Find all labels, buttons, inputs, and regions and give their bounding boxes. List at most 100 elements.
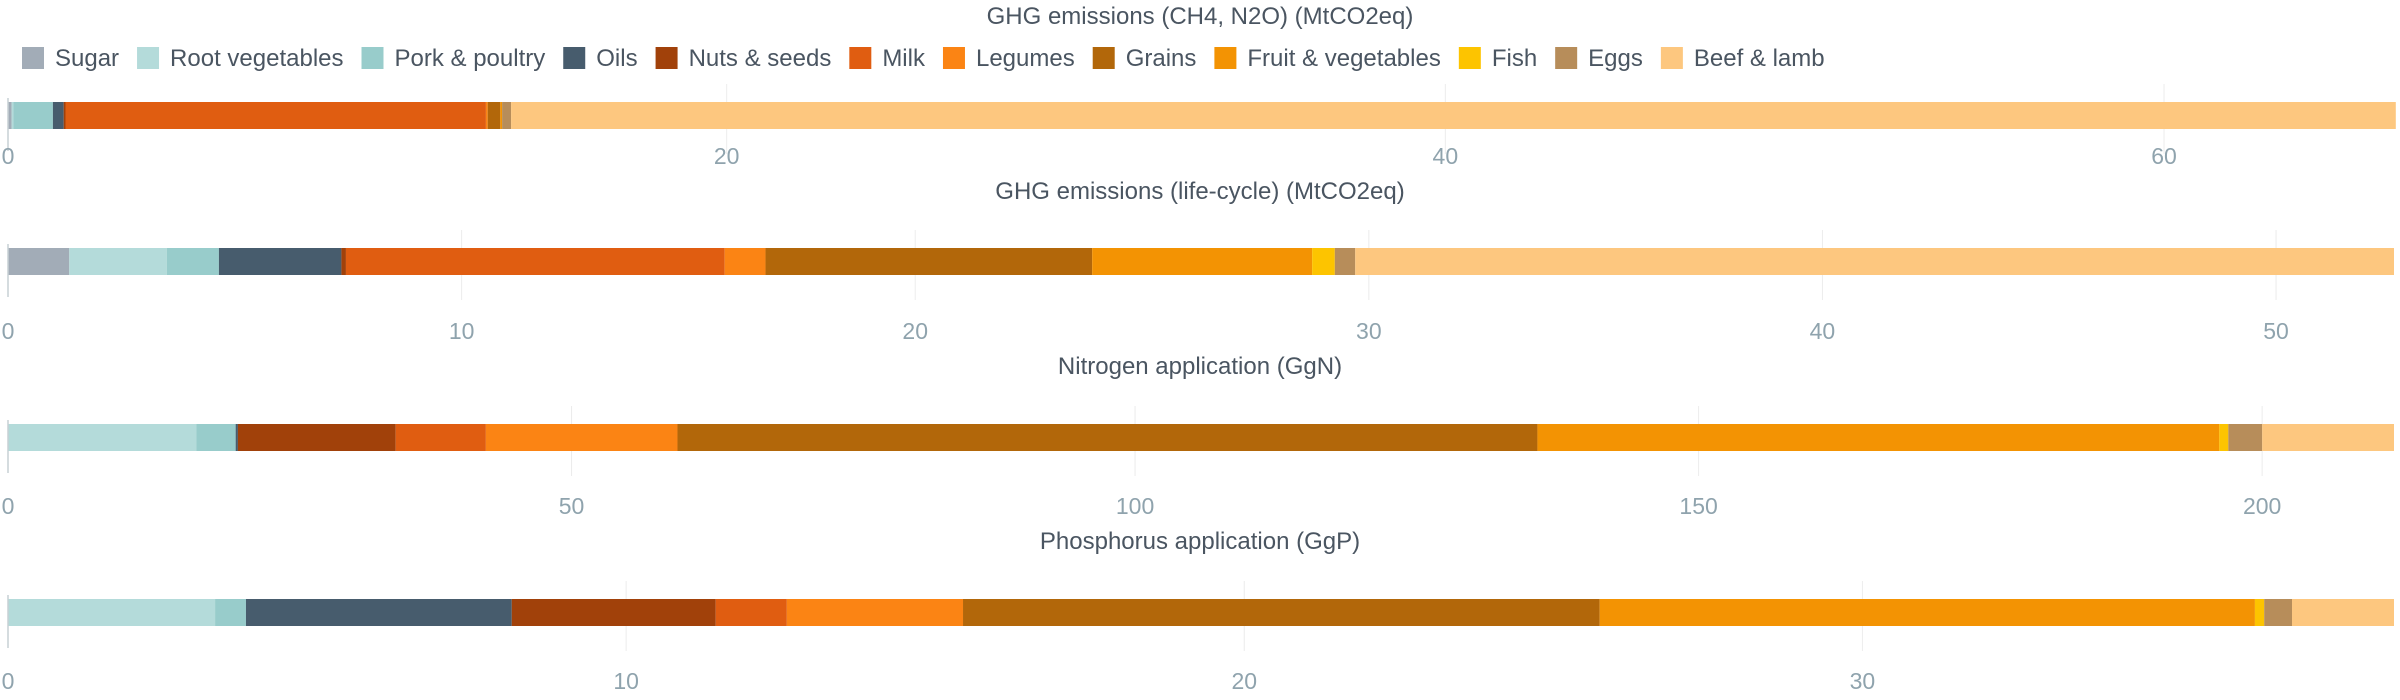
bar-segment-pork-poultry[interactable]: Pork & poultry: 3.5 <box>196 424 236 451</box>
bar-segment-beef-lamb[interactable]: Beef & lamb: 1.65 <box>2292 599 2394 626</box>
x-tick-label: 10 <box>449 318 475 344</box>
stacked-bar: Root vegetables: 3.35Pork & poultry: 0.5… <box>8 599 2394 626</box>
bar-segment-oils[interactable]: Oils: 4.3 <box>245 599 512 626</box>
legend-label: Milk <box>882 45 926 72</box>
bar-segment-grains[interactable]: Grains: 76.3 <box>677 424 1538 451</box>
x-tick-label: 50 <box>559 493 585 519</box>
legend-swatch <box>137 47 160 69</box>
bar-segment-grains[interactable]: Grains: 7.2 <box>765 248 1093 275</box>
legend-swatch <box>849 47 872 69</box>
bar-segment-milk[interactable]: Milk: 8.35 <box>345 248 725 275</box>
bar-segment-nuts-seeds[interactable]: Nuts & seeds: 0.05 <box>63 102 66 129</box>
bar-segment-nuts-seeds[interactable]: Nuts & seeds: 0.1 <box>341 248 346 275</box>
legend-item-root-vegetables[interactable]: Root vegetables <box>137 45 344 72</box>
x-tick-label: 100 <box>1116 493 1154 519</box>
legend-label: Fish <box>1492 45 1537 72</box>
legend-label: Fruit & vegetables <box>1247 45 1440 72</box>
bar-segment-eggs[interactable]: Eggs: 0.45 <box>1334 248 1356 275</box>
legend-label: Oils <box>596 45 637 72</box>
panel-title: Phosphorus application (GgP) <box>1040 528 1360 555</box>
bar-segment-legumes[interactable]: Legumes: 0.05 <box>485 102 488 129</box>
panel-title: Nitrogen application (GgN) <box>1058 353 1342 380</box>
bar-segment-root-vegetables[interactable]: Root vegetables: 3.35 <box>8 599 216 626</box>
bar-segment-root-vegetables[interactable]: Root vegetables: 16.7 <box>8 424 197 451</box>
legend-label: Sugar <box>55 45 119 72</box>
bar-segment-milk[interactable]: Milk: 1.15 <box>715 599 787 626</box>
chart-panel-1: GHG emissions (CH4, N2O) (MtCO2eq) Sugar:… <box>2 3 2396 169</box>
bar-segment-nuts-seeds[interactable]: Nuts & seeds: 3.3 <box>511 599 716 626</box>
bar-segment-root-vegetables[interactable]: Root vegetables: 2.15 <box>69 248 167 275</box>
legend-swatch <box>1660 47 1683 69</box>
bar-segment-oils[interactable]: Oils: 2.7 <box>218 248 342 275</box>
legend-swatch <box>655 47 678 69</box>
bar-segment-sugar[interactable]: Sugar: 1.35 <box>8 248 70 275</box>
bar-segment-root-vegetables[interactable]: Root vegetables: 0.05 <box>11 102 14 129</box>
legend-swatch <box>942 47 965 69</box>
bar-segment-fish[interactable]: Fish: 0.8 <box>2219 424 2229 451</box>
legend-item-fruit-vegetables[interactable]: Fruit & vegetables <box>1214 45 1441 72</box>
bar-segment-eggs[interactable]: Eggs: 0.45 <box>2264 599 2293 626</box>
x-tick-label: 40 <box>1433 143 1459 169</box>
bar-segment-eggs[interactable]: Eggs: 0.25 <box>502 102 512 129</box>
x-tick-label: 200 <box>2243 493 2281 519</box>
x-tick-label: 0 <box>2 493 15 519</box>
bar-segment-fruit-vegetables[interactable]: Fruit & vegetables: 60.5 <box>1537 424 2220 451</box>
legend-item-legumes[interactable]: Legumes <box>942 45 1075 72</box>
panel-title: GHG emissions (life-cycle) (MtCO2eq) <box>995 178 1404 205</box>
legend-item-milk[interactable]: Milk <box>849 45 926 72</box>
legend-item-fish[interactable]: Fish <box>1458 45 1537 72</box>
x-tick-label: 40 <box>1810 318 1836 344</box>
legend-item-grains[interactable]: Grains <box>1092 45 1197 72</box>
x-tick-label: 10 <box>613 668 639 694</box>
bar-segment-grains[interactable]: Grains: 10.3 <box>963 599 1600 626</box>
chart-panels: GHG emissions (CH4, N2O) (MtCO2eq) Sugar:… <box>2 3 2396 694</box>
bar-segment-beef-lamb[interactable]: Beef & lamb: 22.9 <box>1355 248 2394 275</box>
x-tick-label: 60 <box>2151 143 2177 169</box>
legend-label: Beef & lamb <box>1694 45 1825 72</box>
legend-swatch <box>361 47 384 69</box>
bar-segment-oils[interactable]: Oils: 0.3 <box>52 102 64 129</box>
bar-segment-sugar[interactable]: Sugar: 0.1 <box>8 102 12 129</box>
bar-segment-fish[interactable]: Fish: 0.5 <box>1312 248 1335 275</box>
legend-swatch <box>1092 47 1115 69</box>
legend-swatch <box>563 47 586 69</box>
bar-segment-nuts-seeds[interactable]: Nuts & seeds: 14 <box>237 424 396 451</box>
x-tick-label: 20 <box>902 318 928 344</box>
legend-item-pork-poultry[interactable]: Pork & poultry <box>361 45 546 72</box>
bar-segment-milk[interactable]: Milk: 11.7 <box>65 102 486 129</box>
legend-item-sugar[interactable]: Sugar <box>22 45 119 72</box>
bar-segment-pork-poultry[interactable]: Pork & poultry: 0.5 <box>215 599 246 626</box>
bar-segment-eggs[interactable]: Eggs: 3 <box>2228 424 2263 451</box>
legend-item-nuts-seeds[interactable]: Nuts & seeds <box>655 45 832 72</box>
bar-segment-milk[interactable]: Milk: 8 <box>395 424 486 451</box>
chart-panel-4: Phosphorus application (GgP) Root vegetab… <box>2 528 2394 694</box>
bar-segment-beef-lamb[interactable]: Beef & lamb: 11.7 <box>2262 424 2394 451</box>
x-tick-label: 150 <box>1679 493 1717 519</box>
bar-segment-legumes[interactable]: Legumes: 2.85 <box>786 599 964 626</box>
bar-segment-fruit-vegetables[interactable]: Fruit & vegetables: 0.05 <box>500 102 503 129</box>
legend-item-beef-lamb[interactable]: Beef & lamb <box>1660 45 1825 72</box>
x-tick-label: 30 <box>1850 668 1876 694</box>
legend-label: Grains <box>1126 45 1197 72</box>
bar-segment-legumes[interactable]: Legumes: 17 <box>485 424 678 451</box>
bar-segment-fruit-vegetables[interactable]: Fruit & vegetables: 4.85 <box>1092 248 1313 275</box>
bar-segment-fruit-vegetables[interactable]: Fruit & vegetables: 10.6 <box>1599 599 2255 626</box>
stacked-bar: Sugar: 1.35Root vegetables: 2.15Pork & p… <box>8 248 2394 275</box>
bar-segment-beef-lamb[interactable]: Beef & lamb: 52.45 <box>511 102 2396 129</box>
x-tick-label: 0 <box>2 143 15 169</box>
legend-item-oils[interactable]: Oils <box>563 45 638 72</box>
legend-label: Legumes <box>976 45 1075 72</box>
bar-segment-pork-poultry[interactable]: Pork & poultry: 1.1 <box>13 102 53 129</box>
legend-item-eggs[interactable]: Eggs <box>1555 45 1643 72</box>
bar-segment-fish[interactable]: Fish: 0.15 <box>2254 599 2265 626</box>
bar-segment-pork-poultry[interactable]: Pork & poultry: 1.15 <box>166 248 219 275</box>
x-tick-label: 20 <box>714 143 740 169</box>
bar-segment-oils[interactable]: Oils: 0.2 <box>235 424 238 451</box>
x-tick-label: 0 <box>2 668 15 694</box>
bar-segment-legumes[interactable]: Legumes: 0.9 <box>724 248 766 275</box>
legend: Sugar Root vegetables Pork & poultry Oils Nu… <box>22 45 1825 72</box>
bar-segment-grains[interactable]: Grains: 0.35 <box>487 102 501 129</box>
legend-swatch <box>1555 47 1578 69</box>
